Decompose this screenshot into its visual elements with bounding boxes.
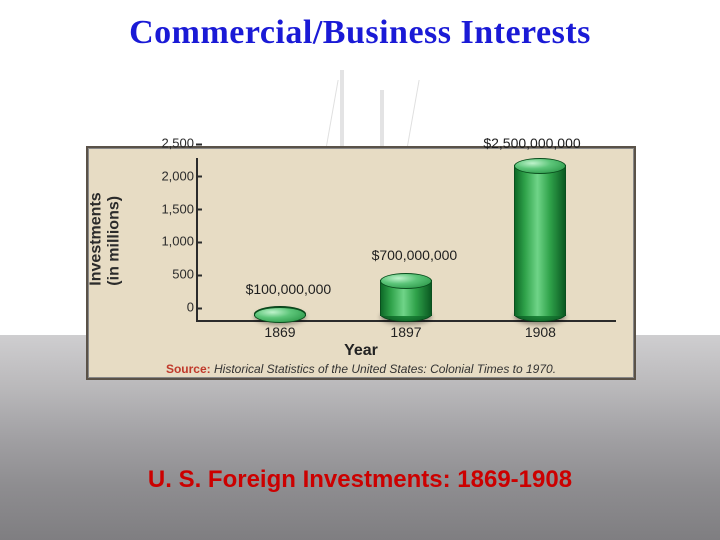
y-axis-label: Investments (in millions) (86, 148, 126, 330)
slide: Commercial/Business Interests Investment… (0, 0, 720, 540)
source-line: Source: Historical Statistics of the Uni… (88, 362, 634, 376)
chart-panel: Investments (in millions) 0 500 1,000 1,… (86, 146, 636, 380)
y-axis-label-line1: Investments (88, 192, 105, 285)
page-title: Commercial/Business Interests (0, 14, 720, 52)
bar-1908 (514, 158, 566, 322)
y-axis-line (196, 158, 198, 322)
y-ticks: 0 500 1,000 1,500 2,000 2,500 (134, 158, 194, 322)
y-tick-1000: 1,000 (134, 234, 194, 249)
bar-value-1908: $2,500,000,000 (483, 135, 580, 151)
x-axis-labels: 1869 1897 1908 (196, 324, 616, 342)
plot-area: 0 500 1,000 1,500 2,000 2,500 $100,000,0… (196, 158, 616, 322)
y-axis-label-line2: (in millions) (106, 196, 123, 286)
bar-value-1897: $700,000,000 (372, 247, 458, 263)
y-tick-1500: 1,500 (134, 201, 194, 216)
y-tick-2000: 2,000 (134, 168, 194, 183)
source-text: Historical Statistics of the United Stat… (214, 362, 556, 376)
x-label-1897: 1897 (390, 324, 421, 340)
x-axis-title: Year (88, 342, 634, 360)
bar-1869 (254, 307, 306, 322)
y-tick-0: 0 (134, 300, 194, 315)
subtitle: U. S. Foreign Investments: 1869-1908 (0, 466, 720, 494)
bar-value-1869: $100,000,000 (246, 281, 332, 297)
y-tick-500: 500 (134, 267, 194, 282)
x-label-1869: 1869 (264, 324, 295, 340)
bar-1897 (380, 273, 432, 322)
y-tick-2500: 2,500 (134, 136, 194, 151)
x-label-1908: 1908 (525, 324, 556, 340)
source-label: Source: (166, 362, 211, 376)
